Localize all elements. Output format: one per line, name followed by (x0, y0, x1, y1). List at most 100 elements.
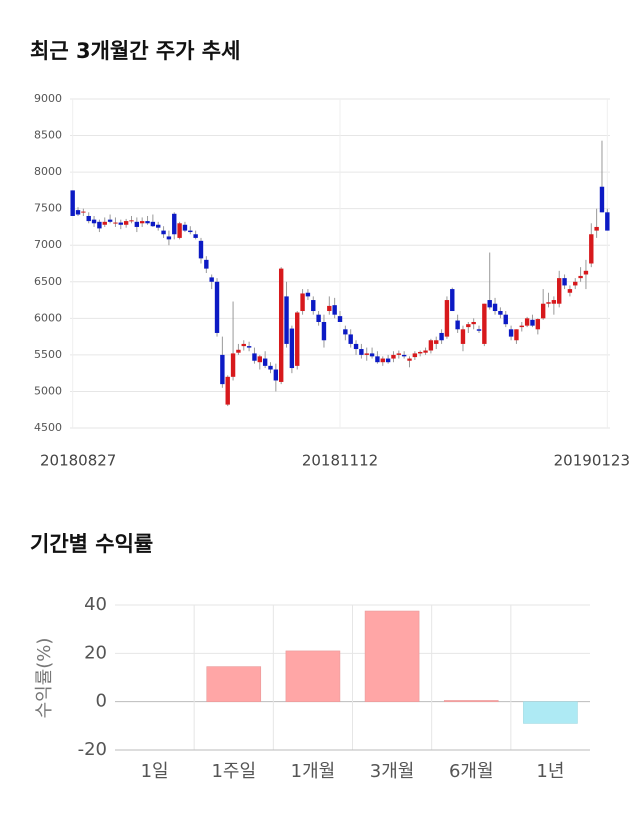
candle-body (546, 302, 551, 304)
candle-body (129, 220, 134, 222)
candle-body (262, 358, 268, 366)
candle-body (321, 321, 327, 341)
bar (523, 701, 578, 724)
candle-body (348, 334, 353, 344)
candle-body (209, 277, 214, 282)
bar (443, 700, 499, 702)
candle-body (230, 353, 236, 377)
bar (285, 650, 341, 702)
candle-body (332, 305, 337, 315)
candle-body (198, 240, 204, 259)
y-tick-label: 7500 (34, 202, 62, 215)
candle-body (166, 236, 172, 240)
candle-body (401, 354, 407, 357)
candle-body (444, 300, 450, 337)
candle-body (268, 365, 273, 370)
candle-body (284, 296, 289, 344)
candle-body (455, 320, 460, 330)
candle-body (482, 303, 487, 344)
candle-body (311, 300, 316, 312)
candle-body (530, 319, 535, 326)
chart-title: 최근 3개월간 주가 추세 (30, 39, 240, 63)
candle-body (241, 343, 246, 347)
candle-body (450, 289, 455, 312)
candle-body (540, 303, 546, 319)
y-tick-label: 20 (84, 642, 107, 663)
candle-body (246, 346, 252, 348)
candle-body (417, 351, 423, 354)
candle-body (156, 224, 161, 228)
x-tick-label: 20190123 (554, 452, 630, 470)
candle-body (503, 314, 508, 325)
candle-body (188, 230, 193, 233)
candle-body (107, 219, 113, 222)
bar (364, 610, 420, 702)
candle-body (182, 224, 188, 231)
candle-body (583, 270, 589, 275)
candle-body (161, 230, 166, 235)
candle-body (460, 329, 466, 344)
y-axis-label: 수익률(%) (34, 638, 55, 719)
candle-body (134, 221, 140, 227)
candle-body (487, 300, 492, 308)
y-tick-label: 6000 (34, 311, 62, 324)
candle-body (434, 340, 439, 344)
x-tick-label: 3개월 (370, 761, 415, 782)
candle-body (236, 349, 241, 353)
y-tick-label: 4500 (34, 421, 62, 434)
bar (206, 666, 262, 702)
candle-body (514, 329, 519, 341)
candle-body (439, 332, 444, 341)
candle-body (220, 354, 225, 385)
y-tick-label: 5500 (34, 348, 62, 361)
candle-body (123, 221, 129, 225)
candle-body (193, 234, 198, 238)
candle-body (225, 376, 230, 405)
candle-body (295, 312, 300, 366)
candle-body (172, 213, 177, 235)
candle-body (353, 343, 359, 350)
candle-body (589, 234, 594, 264)
candle-body (412, 353, 418, 358)
candle-body (369, 353, 375, 357)
candle-body (567, 289, 573, 293)
candle-body (359, 349, 364, 355)
candle-body (81, 211, 86, 213)
y-tick-label: -20 (78, 739, 107, 760)
candle-body (139, 221, 145, 224)
y-tick-label: 9000 (34, 92, 62, 105)
candle-body (118, 222, 123, 225)
candle-body (519, 325, 524, 328)
candle-body (75, 210, 81, 215)
candle-body (204, 259, 209, 269)
candle-body (375, 356, 380, 363)
x-tick-label: 1일 (141, 761, 169, 782)
y-tick-label: 8000 (34, 165, 62, 178)
candle-body (557, 278, 562, 304)
candle-body (91, 219, 97, 224)
candle-body (300, 293, 305, 312)
y-tick-label: 0 (96, 691, 107, 712)
y-tick-label: 6500 (34, 275, 62, 288)
x-tick-label: 1주일 (211, 761, 256, 782)
candle-body (551, 300, 557, 304)
candle-body (316, 314, 321, 322)
y-tick-label: 7000 (34, 238, 62, 251)
candle-body (150, 221, 156, 227)
candle-body (391, 354, 396, 359)
candle-body (498, 311, 503, 315)
candle-body (524, 318, 530, 326)
candle-body (423, 350, 428, 353)
candle-body (508, 329, 514, 337)
candle-body (214, 281, 220, 333)
candle-body (97, 221, 102, 229)
candle-body (466, 324, 471, 328)
candle-body (177, 223, 182, 238)
candle-body (364, 353, 369, 355)
candle-body (594, 226, 599, 231)
candle-body (337, 316, 343, 322)
candle-body (471, 321, 476, 325)
candle-body (113, 222, 118, 224)
candle-body (273, 369, 279, 381)
candle-body (476, 329, 482, 331)
